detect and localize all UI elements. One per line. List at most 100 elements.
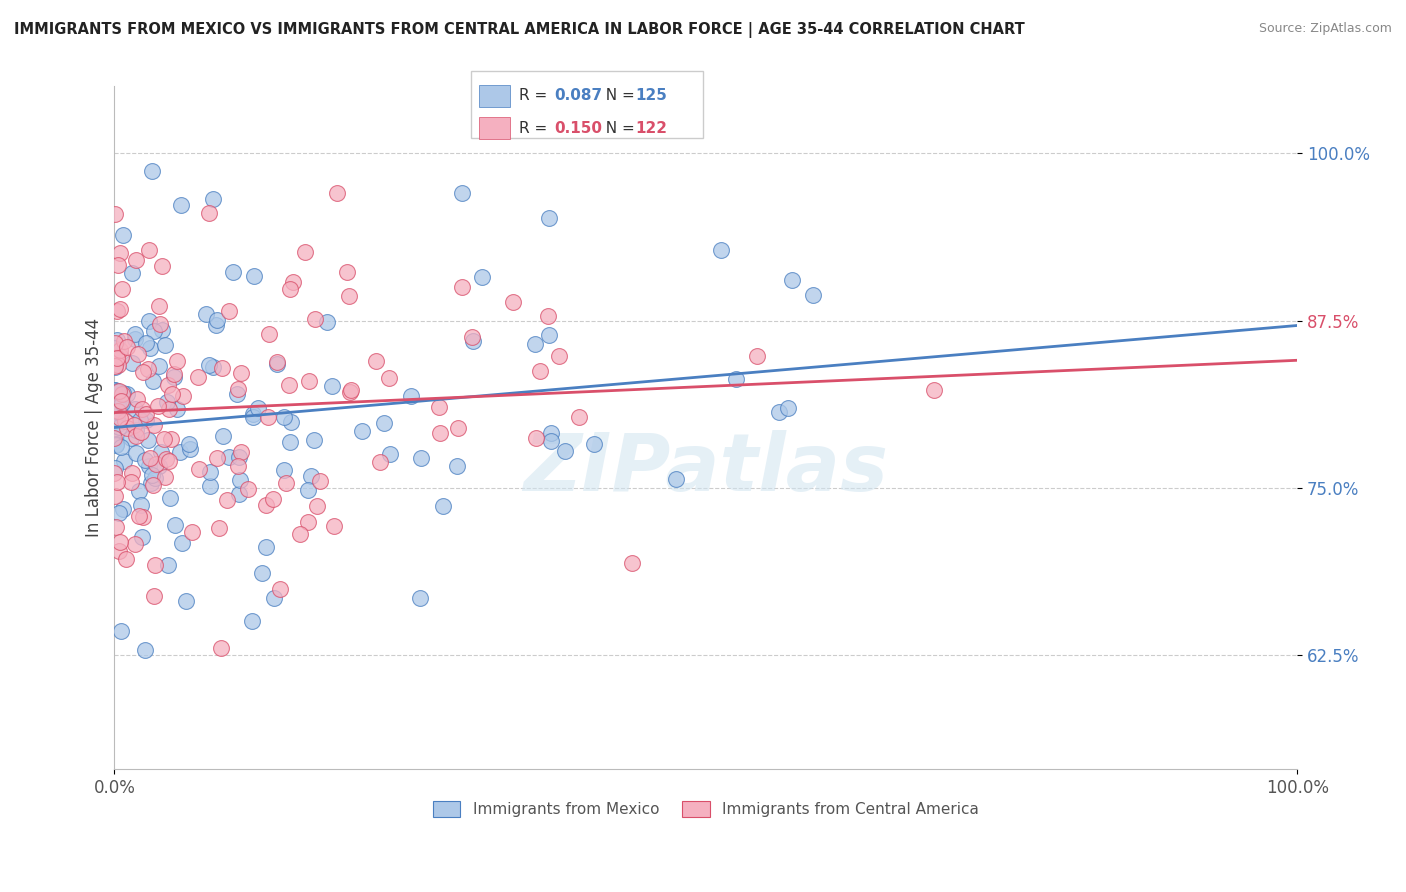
Point	[228, 458, 250, 473]
Point	[243, 268, 266, 283]
Point	[122, 418, 145, 433]
Point	[105, 475, 128, 489]
Point	[142, 324, 165, 338]
Point	[110, 535, 132, 549]
Point	[568, 409, 591, 424]
Point	[131, 530, 153, 544]
Point	[124, 536, 146, 550]
Point	[105, 350, 128, 364]
Point	[471, 269, 494, 284]
Point	[148, 359, 170, 373]
Text: 125: 125	[636, 88, 668, 103]
Point	[132, 365, 155, 379]
Point	[524, 431, 547, 445]
Point	[768, 405, 790, 419]
Point	[399, 389, 422, 403]
Point	[145, 457, 167, 471]
Point	[181, 525, 204, 540]
Point	[299, 469, 322, 483]
Point	[257, 326, 280, 341]
Point	[103, 461, 125, 475]
Point	[136, 362, 159, 376]
Point	[621, 556, 644, 570]
Text: N =: N =	[596, 88, 640, 103]
Point	[229, 445, 252, 459]
Point	[215, 493, 238, 508]
Point	[110, 440, 132, 454]
Point	[125, 252, 148, 267]
Point	[450, 186, 472, 200]
Point	[143, 471, 166, 485]
Point	[141, 475, 163, 490]
Point	[124, 402, 146, 417]
Point	[124, 446, 146, 460]
Point	[207, 521, 229, 535]
Point	[129, 425, 152, 440]
Point	[115, 387, 138, 401]
Point	[131, 402, 153, 417]
Point	[242, 409, 264, 424]
Text: N =: N =	[596, 120, 640, 136]
Point	[115, 421, 138, 435]
Point	[228, 487, 250, 501]
Point	[104, 404, 127, 418]
Point	[108, 544, 131, 558]
Point	[280, 416, 302, 430]
Point	[105, 411, 128, 425]
Point	[277, 378, 299, 392]
Point	[134, 643, 156, 657]
Point	[146, 400, 169, 414]
Point	[266, 358, 288, 372]
Point	[228, 450, 250, 465]
Point	[368, 455, 391, 469]
Point	[308, 475, 330, 489]
Point	[263, 591, 285, 606]
Point	[138, 459, 160, 474]
Point	[326, 186, 349, 200]
Point	[111, 282, 134, 296]
Point	[523, 337, 546, 351]
Point	[107, 259, 129, 273]
Point	[269, 582, 291, 597]
Point	[202, 360, 225, 375]
Point	[281, 275, 304, 289]
Text: ZIPatlas: ZIPatlas	[523, 430, 889, 508]
Point	[136, 433, 159, 447]
Point	[111, 502, 134, 516]
Point	[105, 304, 128, 318]
Point	[108, 343, 131, 357]
Point	[135, 413, 157, 427]
Point	[156, 394, 179, 409]
Y-axis label: In Labor Force | Age 35-44: In Labor Force | Age 35-44	[86, 318, 103, 537]
Point	[121, 356, 143, 370]
Point	[149, 444, 172, 458]
Point	[205, 451, 228, 466]
Point	[710, 243, 733, 257]
Point	[128, 508, 150, 523]
Point	[139, 450, 162, 465]
Point	[172, 536, 194, 550]
Point	[104, 437, 127, 451]
Point	[105, 384, 128, 398]
Point	[169, 445, 191, 459]
Point	[174, 594, 197, 608]
Text: 0.087: 0.087	[554, 88, 602, 103]
Point	[321, 379, 343, 393]
Point	[427, 400, 450, 414]
Point	[121, 467, 143, 481]
Point	[537, 328, 560, 343]
Text: 122: 122	[636, 120, 668, 136]
Point	[922, 384, 945, 398]
Point	[218, 304, 240, 318]
Point	[153, 338, 176, 352]
Point	[127, 346, 149, 360]
Point	[298, 374, 321, 388]
Point	[373, 416, 395, 430]
Point	[107, 358, 129, 372]
Point	[408, 591, 430, 606]
Point	[554, 443, 576, 458]
Point	[257, 410, 280, 425]
Point	[288, 527, 311, 541]
Text: IMMIGRANTS FROM MEXICO VS IMMIGRANTS FROM CENTRAL AMERICA IN LABOR FORCE | AGE 3: IMMIGRANTS FROM MEXICO VS IMMIGRANTS FRO…	[14, 22, 1025, 38]
Point	[745, 349, 768, 363]
